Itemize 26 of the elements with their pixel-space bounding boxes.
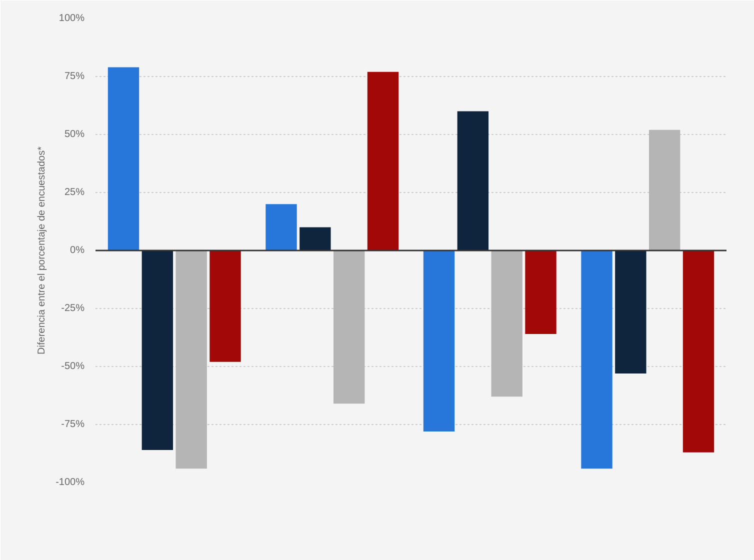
bar: [210, 250, 241, 362]
bar: [682, 250, 714, 452]
bar: [581, 250, 612, 469]
bar: [423, 250, 455, 432]
bar: [300, 227, 331, 250]
y-tick-label: -75%: [61, 419, 85, 430]
y-axis-title: Diferencia entre el porcentaje de encuestados*: [36, 146, 48, 354]
bar: [525, 250, 556, 334]
bar: [491, 250, 522, 397]
bar: [266, 204, 297, 250]
bar: [457, 111, 489, 250]
bar: [367, 72, 399, 250]
bar: [176, 250, 207, 469]
bar: [333, 250, 365, 404]
y-tick-label: -100%: [56, 477, 85, 488]
y-tick-label: 100%: [58, 13, 85, 24]
bar: [648, 130, 680, 250]
y-tick-label: 0%: [70, 245, 85, 256]
bar: [142, 250, 174, 450]
bar: [615, 250, 646, 374]
y-tick-label: 75%: [64, 71, 85, 82]
y-tick-label: 50%: [64, 129, 85, 140]
bar: [108, 67, 140, 250]
y-tick-label: -50%: [61, 361, 85, 372]
y-tick-label: -25%: [61, 303, 85, 314]
y-tick-label: 25%: [64, 187, 85, 198]
